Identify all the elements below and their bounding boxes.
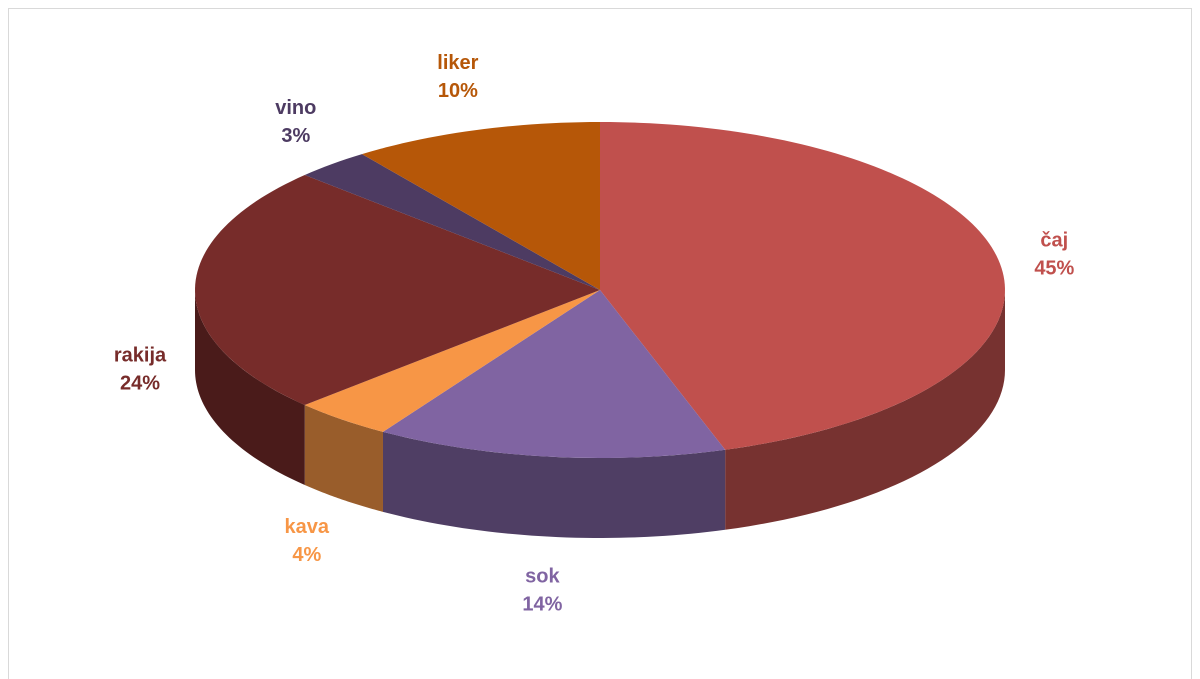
slice-label-value: 24% (120, 372, 160, 394)
slice-label-name: sok (525, 566, 560, 588)
slice (382, 290, 726, 458)
slice-label-value: 4% (292, 544, 321, 566)
slice-label-name: rakija (114, 344, 167, 366)
slice-side (382, 431, 726, 538)
slice-label-name: čaj (1040, 229, 1068, 251)
slice-label-value: 10% (438, 80, 478, 102)
slice-label-value: 45% (1034, 257, 1074, 279)
slice-label-value: 14% (522, 594, 562, 616)
slice (304, 290, 600, 432)
slice-label-name: vino (275, 97, 316, 119)
slice-label-value: 3% (281, 125, 310, 147)
slice (600, 122, 1005, 450)
slice-side (725, 290, 1005, 530)
slice-side (195, 290, 305, 486)
slice-label-name: liker (437, 52, 478, 74)
slice (361, 122, 600, 290)
slice-label-name: kava (285, 516, 330, 538)
slice-side (304, 405, 383, 512)
slice (304, 154, 600, 290)
slice (195, 174, 600, 406)
